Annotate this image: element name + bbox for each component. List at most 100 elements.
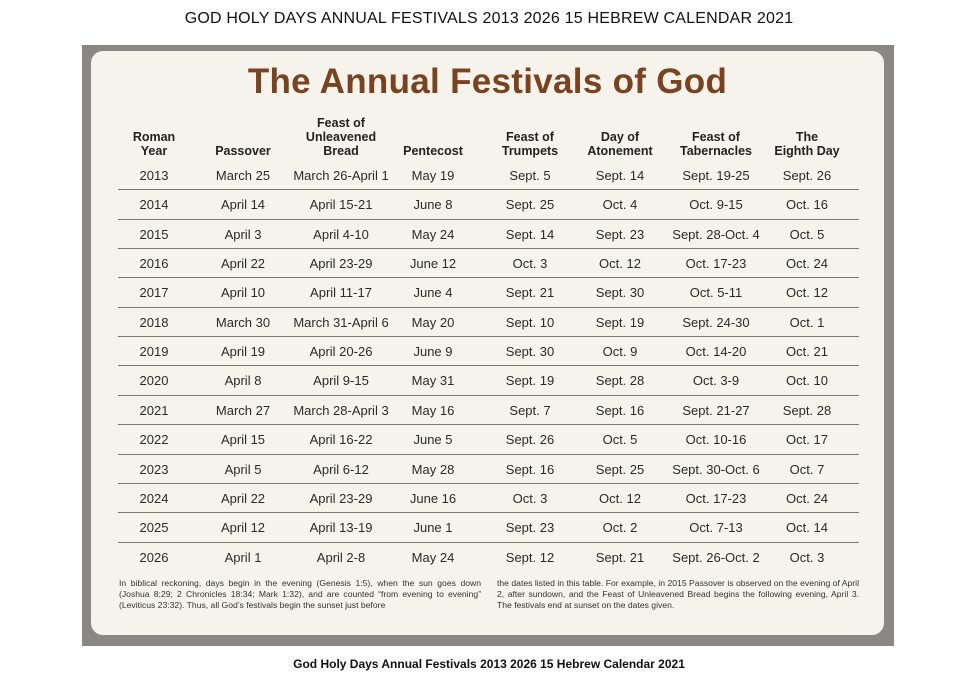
column-header-line: Feast of [692,130,740,144]
cell-tabernacles: Sept. 28-Oct. 4 [672,226,760,242]
footnote-right: the dates listed in this table. For exam… [497,578,859,610]
row-divider [118,365,859,367]
cell-trumpets: Sept. 26 [505,432,555,448]
cell-passover: April 12 [220,520,266,536]
cell-tabernacles: Sept. 24-30 [682,314,750,330]
cell-pentecost: June 8 [413,197,453,213]
column-header-line: Unleavened [305,130,377,144]
cell-eighth-day: Oct. 10 [786,373,828,389]
row-divider [118,306,859,308]
row-divider [118,218,859,220]
cell-trumpets: Sept. 16 [505,461,555,477]
column-header-line: Tabernacles [679,144,753,158]
page-title: GOD HOLY DAYS ANNUAL FESTIVALS 2013 2026… [184,10,794,27]
cell-pentecost: May 16 [411,402,455,418]
cell-eighth-day: Oct. 16 [786,197,828,213]
cell-roman-year: 2024 [139,490,169,506]
cell-unleavened-bread: April 9-15 [313,373,369,389]
column-header-line: Atonement [587,144,653,158]
cell-tabernacles: Oct. 7-13 [689,520,743,536]
cell-eighth-day: Oct. 3 [789,549,825,565]
cell-unleavened-bread: April 6-12 [313,461,369,477]
column-header-line: Feast of [317,116,365,130]
table-row: 2021 March 27 March 28-April 3 May 16 Sept. … [0,396,978,426]
cell-tabernacles: Oct. 5-11 [689,285,743,301]
cell-tabernacles: Oct. 17-23 [685,256,747,272]
cell-atonement: Oct. 5 [602,432,638,448]
cell-roman-year: 2020 [139,373,169,389]
row-divider [118,482,859,484]
cell-tabernacles: Sept. 30-Oct. 6 [672,461,760,477]
cell-tabernacles: Sept. 26-Oct. 2 [672,549,760,565]
cell-eighth-day: Sept. 28 [782,402,832,418]
cell-trumpets: Sept. 14 [505,226,555,242]
cell-roman-year: 2016 [139,256,169,272]
cell-eighth-day: Oct. 1 [789,314,825,330]
table-row: 2014 April 14 April 15-21 June 8 Sept. 25 Oct… [0,190,978,220]
cell-pentecost: June 12 [409,256,457,272]
column-header-passover: Passover [215,144,271,158]
column-header-line: Day of [600,130,640,144]
cell-trumpets: Sept. 5 [509,168,551,183]
cell-tabernacles: Sept. 19-25 [682,168,750,183]
column-header-line: Year [140,144,168,158]
cell-passover: March 25 [215,168,271,183]
cell-passover: April 22 [220,490,266,506]
cell-eighth-day: Oct. 14 [786,520,828,536]
table-row: 2017 April 10 April 11-17 June 4 Sept. 21 Sep… [0,278,978,308]
cell-passover: March 30 [215,314,271,330]
cell-trumpets: Sept. 23 [505,520,555,536]
cell-eighth-day: Sept. 26 [782,168,832,183]
column-header-line: Eighth Day [774,144,840,158]
column-header-eighth-day: The Eighth Day [774,130,839,158]
cell-trumpets: Sept. 30 [505,344,555,360]
cell-tabernacles: Oct. 10-16 [685,432,747,448]
cell-pentecost: June 16 [409,490,457,506]
column-header-line: Trumpets [501,144,559,158]
cell-passover: April 3 [224,226,262,242]
column-header-line: Bread [323,144,359,158]
row-divider [118,394,859,396]
cell-unleavened-bread: April 13-19 [309,520,373,536]
cell-unleavened-bread: April 15-21 [309,197,373,213]
column-header-line: Passover [215,144,271,158]
cell-eighth-day: Oct. 7 [789,461,825,477]
cell-passover: April 14 [220,197,266,213]
cell-atonement: Oct. 2 [602,520,638,536]
cell-passover: April 10 [220,285,266,301]
cell-trumpets: Sept. 12 [505,549,555,565]
cell-atonement: Oct. 9 [602,344,638,360]
column-header-pentecost: Pentecost [403,144,463,158]
table-row: 2022 April 15 April 16-22 June 5 Sept. 26 Oct… [0,425,978,455]
cell-pentecost: June 1 [413,520,453,536]
cell-eighth-day: Oct. 17 [786,432,828,448]
table-row: 2015 April 3 April 4-10 May 24 Sept. 14 Sept.… [0,220,978,250]
cell-roman-year: 2013 [139,168,169,183]
column-header-unleavened-bread: Feast of Unleavened Bread [306,116,376,158]
cell-unleavened-bread: April 20-26 [309,344,373,360]
table-row: 2026 April 1 April 2-8 May 24 Sept. 12 Sept. … [0,543,978,572]
cell-tabernacles: Oct. 9-15 [689,197,743,213]
cell-pentecost: May 24 [411,226,455,242]
cell-atonement: Sept. 14 [595,168,645,183]
column-header-trumpets: Feast of Trumpets [502,130,558,158]
row-divider [118,424,859,426]
cell-roman-year: 2021 [139,402,169,418]
table-row: 2019 April 19 April 20-26 June 9 Sept. 30 Oct… [0,337,978,367]
cell-atonement: Sept. 21 [595,549,645,565]
cell-unleavened-bread: April 2-8 [316,549,366,565]
cell-roman-year: 2022 [139,432,169,448]
row-divider [118,336,859,338]
cell-atonement: Sept. 19 [595,314,645,330]
footnote-left: In biblical reckoning, days begin in the… [119,578,481,610]
cell-atonement: Sept. 16 [595,402,645,418]
cell-eighth-day: Oct. 5 [789,226,825,242]
cell-atonement: Sept. 30 [595,285,645,301]
cell-trumpets: Sept. 19 [505,373,555,389]
cell-atonement: Sept. 23 [595,226,645,242]
column-header-line: Feast of [506,130,554,144]
cell-tabernacles: Oct. 14-20 [685,344,747,360]
row-divider [118,277,859,279]
cell-atonement: Oct. 12 [599,490,641,506]
row-divider [118,512,859,514]
